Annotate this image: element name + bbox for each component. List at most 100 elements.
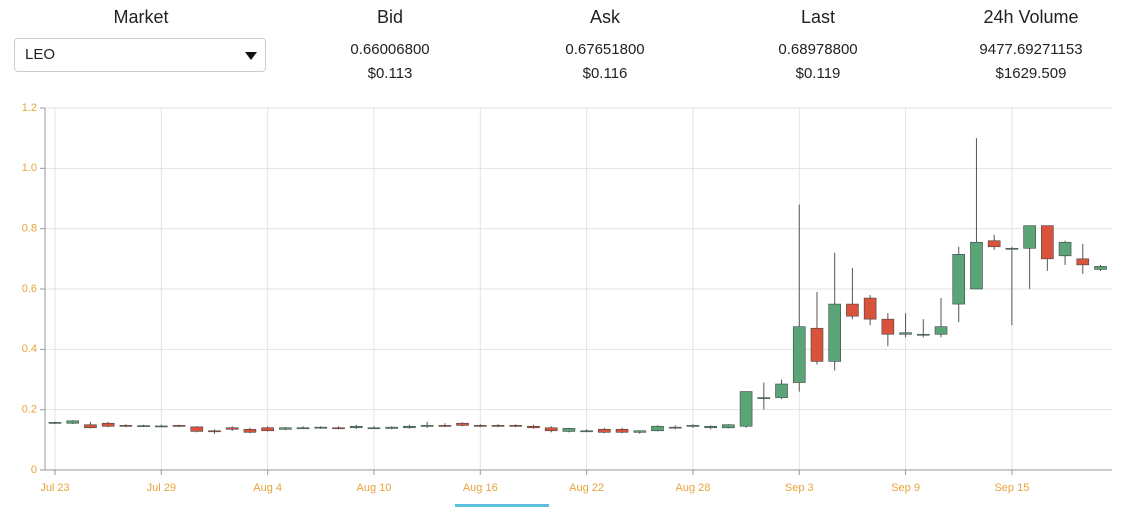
price-column: 24h Volume 9477.69271153 $1629.509 [921, 0, 1127, 82]
price: 0.68978800 [778, 41, 858, 58]
usd-price: $1629.509 [995, 65, 1067, 82]
candle-body [615, 428, 629, 433]
caret [245, 52, 257, 60]
candle-body [155, 425, 168, 428]
x-tick-label: Aug 4 [253, 482, 282, 494]
y-tick-label: 0.8 [22, 223, 37, 235]
candle-body [332, 427, 345, 430]
usd-price: $0.119 [795, 65, 841, 82]
x-tick-label: Aug 16 [463, 482, 498, 494]
candle-body [810, 327, 824, 362]
candle-body [509, 425, 523, 427]
candle-body [225, 427, 239, 430]
candle-body [296, 427, 310, 430]
candle-body [970, 241, 983, 290]
candle-body [580, 430, 593, 433]
x-tick-label: Sep 15 [994, 482, 1029, 494]
x-tick-label: Jul 29 [147, 482, 176, 494]
candle-body [792, 326, 806, 383]
candle-body [403, 425, 416, 429]
candle-body [190, 426, 204, 432]
candle-body [367, 427, 381, 430]
candle-body [1058, 241, 1072, 257]
price: 0.67651800 [565, 41, 645, 58]
candle-body [243, 428, 257, 433]
market-column: Market [31, 0, 251, 26]
candle-body [385, 426, 398, 429]
candle-body [473, 425, 487, 427]
candle-body [1041, 225, 1054, 260]
usd-price: $0.116 [582, 65, 628, 82]
candle-body [349, 425, 363, 429]
x-tick-label: Aug 22 [569, 482, 604, 494]
price-column: Bid 0.66006800 $0.113 [280, 0, 500, 82]
candle-body [952, 254, 966, 305]
candle-body [420, 425, 434, 427]
column-label: Ask [589, 7, 620, 27]
candle-body [544, 427, 558, 432]
candle-body [527, 425, 540, 429]
candle-body [686, 425, 700, 427]
candle-body [775, 383, 788, 398]
selected-market: LEO [25, 46, 56, 63]
y-tick-label: 0.4 [22, 343, 37, 355]
candle-body [757, 397, 771, 399]
candle-body [916, 333, 930, 336]
candle-body [137, 425, 150, 427]
candle-body [651, 425, 664, 432]
candle-body [66, 420, 80, 424]
candle-body [1023, 225, 1036, 249]
scroll-indicator [455, 504, 549, 507]
candle-body [704, 425, 717, 429]
candle-body [934, 326, 948, 335]
candle-body [491, 425, 505, 427]
candle-body [863, 297, 877, 320]
candle-body [84, 424, 97, 429]
price: 9477.69271153 [979, 41, 1083, 58]
candle-body [828, 303, 841, 362]
candle-body [438, 425, 452, 427]
column-label: Bid [376, 7, 403, 27]
candle-body [208, 430, 221, 433]
column-label: Market [113, 7, 169, 27]
market-select[interactable]: LEO [14, 38, 266, 72]
candle-body [598, 428, 611, 433]
column-label: 24h Volume [983, 7, 1079, 27]
candle-body [899, 332, 912, 335]
price-column: Last 0.68978800 $0.119 [708, 0, 928, 82]
candle-body [279, 427, 292, 430]
candle-body [846, 303, 859, 317]
candle-body [739, 391, 753, 427]
candle-body [1076, 258, 1090, 266]
candle-body [881, 318, 895, 335]
usd-price: $0.113 [367, 65, 413, 82]
candle-body [48, 422, 62, 424]
candle-body [562, 428, 576, 432]
candle-body [633, 430, 647, 433]
candle-body [261, 427, 274, 432]
x-tick-label: Aug 28 [675, 482, 710, 494]
price-column: Ask 0.67651800 $0.116 [495, 0, 715, 82]
x-tick-label: Sep 9 [891, 482, 920, 494]
y-tick-label: 1.0 [22, 162, 37, 174]
candle-body [668, 426, 682, 429]
y-tick-label: 1.2 [22, 102, 37, 114]
candle-body [722, 424, 735, 429]
candle-body [172, 425, 186, 427]
candle-body [119, 425, 133, 427]
y-tick-label: 0.2 [22, 404, 37, 416]
column-label: Last [800, 7, 836, 27]
y-tick-label: 0 [31, 464, 37, 476]
x-tick-label: Sep 3 [785, 482, 814, 494]
x-tick-label: Jul 23 [40, 482, 69, 494]
candle-body [1094, 266, 1107, 270]
x-tick-label: Aug 10 [357, 482, 392, 494]
price: 0.66006800 [350, 41, 430, 58]
candle-body [1005, 247, 1019, 250]
candle-body [314, 426, 328, 429]
candle-body [456, 422, 469, 426]
candle-body [987, 240, 1001, 248]
candle-body [101, 422, 115, 427]
